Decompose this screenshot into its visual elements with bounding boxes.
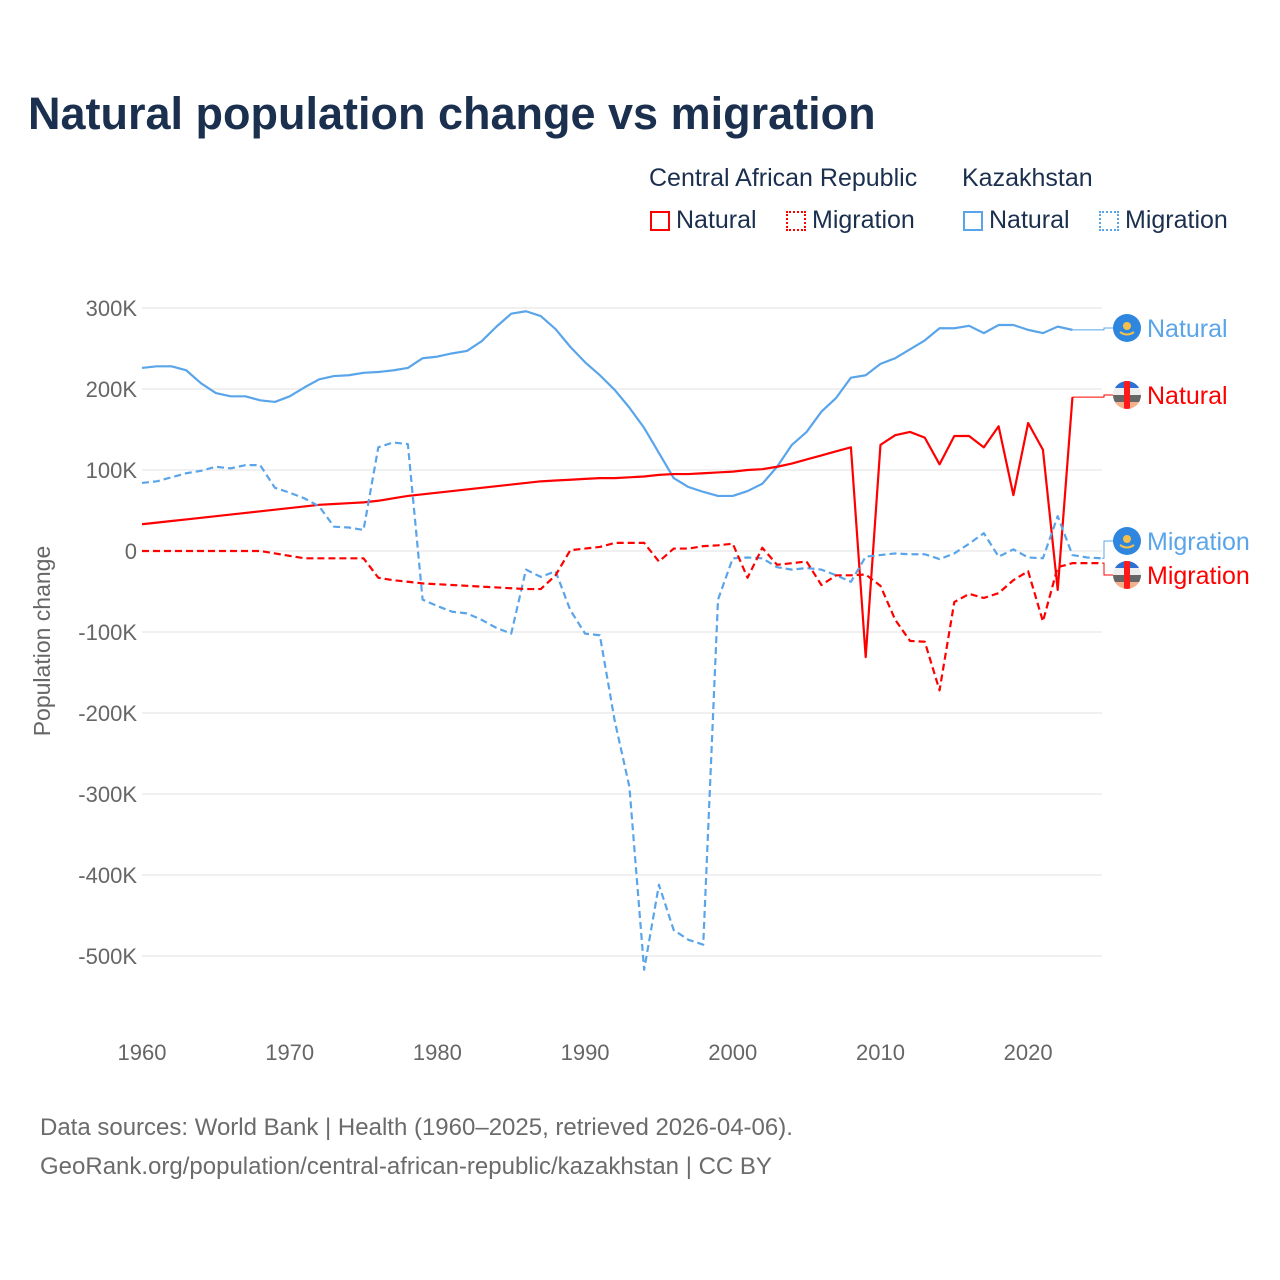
legend-swatch-solid-icon bbox=[963, 210, 983, 231]
kazakhstan-flag-icon bbox=[1113, 527, 1141, 555]
y-tick-label: -300K bbox=[78, 782, 137, 807]
end-connector bbox=[1072, 394, 1114, 398]
footer: Data sources: World Bank | Health (1960–… bbox=[40, 1108, 793, 1186]
x-tick-label: 2020 bbox=[1004, 1040, 1053, 1065]
end-connector bbox=[1102, 540, 1114, 559]
series-end-label: Migration bbox=[1147, 528, 1250, 556]
series-line-kazakhstan-migration[interactable] bbox=[141, 441, 1103, 971]
x-tick-label: 1980 bbox=[413, 1040, 462, 1065]
legend-group-kazakhstan: Kazakhstan bbox=[962, 164, 1093, 192]
x-tick-label: 1960 bbox=[118, 1040, 167, 1065]
legend-kaz-migration[interactable]: Migration bbox=[1099, 206, 1228, 235]
y-tick-label: -100K bbox=[78, 620, 137, 645]
y-tick-label: -200K bbox=[78, 701, 137, 726]
series-end-label: Natural bbox=[1147, 315, 1228, 343]
series-line-central-african-republic-natural[interactable] bbox=[141, 397, 1074, 659]
series-line-central-african-republic-migration[interactable] bbox=[142, 541, 1102, 692]
chart-title: Natural population change vs migration bbox=[28, 88, 876, 139]
x-tick-label: 2010 bbox=[856, 1040, 905, 1065]
y-tick-label: 300K bbox=[86, 296, 138, 321]
legend-swatch-solid-icon bbox=[650, 210, 670, 231]
end-connector bbox=[1072, 327, 1114, 331]
end-connector bbox=[1102, 562, 1114, 576]
legend-kaz-natural[interactable]: Natural bbox=[963, 206, 1070, 235]
legend-label: Migration bbox=[812, 206, 915, 234]
series-end-label: Natural bbox=[1147, 382, 1228, 410]
x-tick-label: 1970 bbox=[265, 1040, 314, 1065]
legend-label: Natural bbox=[676, 206, 757, 234]
footer-sources: Data sources: World Bank | Health (1960–… bbox=[40, 1114, 793, 1141]
series-end-label: Migration bbox=[1147, 562, 1250, 590]
legend-group-car: Central African Republic bbox=[649, 164, 918, 192]
legend-swatch-dotted-icon bbox=[786, 210, 806, 231]
y-tick-label: 100K bbox=[86, 458, 138, 483]
x-tick-label: 2000 bbox=[708, 1040, 757, 1065]
series-line-kazakhstan-natural[interactable] bbox=[141, 310, 1073, 498]
y-tick-label: -400K bbox=[78, 863, 137, 888]
kazakhstan-flag-icon bbox=[1113, 314, 1141, 342]
y-axis-label: Population change bbox=[29, 546, 55, 737]
y-tick-label: 0 bbox=[125, 539, 137, 564]
legend-label: Migration bbox=[1125, 206, 1228, 234]
legend-car-natural[interactable]: Natural bbox=[650, 206, 757, 235]
y-tick-label: 200K bbox=[86, 377, 138, 402]
legend-swatch-dotted-icon bbox=[1099, 210, 1119, 231]
footer-url[interactable]: GeoRank.org/population/central-african-r… bbox=[40, 1153, 772, 1180]
legend-label: Natural bbox=[989, 206, 1070, 234]
y-tick-label: -500K bbox=[78, 944, 137, 969]
x-tick-label: 1990 bbox=[561, 1040, 610, 1065]
legend-car-migration[interactable]: Migration bbox=[786, 206, 915, 235]
car-flag-icon bbox=[1113, 381, 1141, 409]
car-flag-icon bbox=[1113, 561, 1141, 589]
